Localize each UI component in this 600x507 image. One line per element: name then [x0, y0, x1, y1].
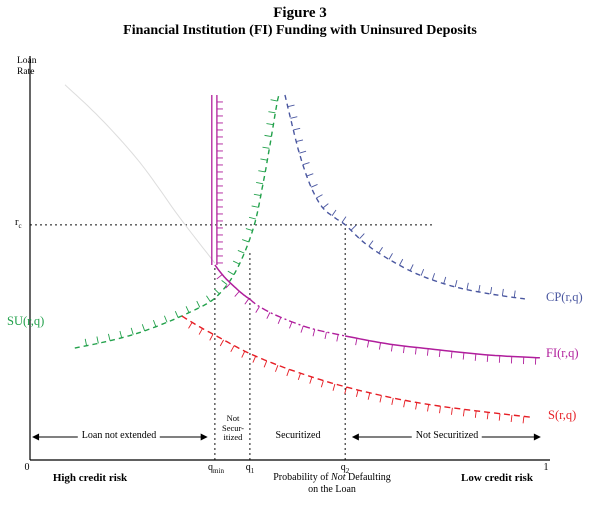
low-credit-risk-label: Low credit risk — [461, 472, 533, 484]
x-axis-caption-line1: Probability of Not Defaulting — [273, 472, 391, 483]
su-curve-label: SU(r,q) — [7, 314, 45, 328]
region-securitized-label: Securitized — [275, 430, 321, 441]
s-curve-label: S(r,q) — [548, 408, 577, 422]
figure-number: Figure 3 — [273, 5, 327, 21]
y-axis-label-line2: Rate — [17, 67, 35, 77]
figure-title: Financial Institution (FI) Funding with … — [123, 23, 477, 38]
high-credit-risk-label: High credit risk — [52, 472, 128, 484]
y-axis-label-line1: Loan — [17, 56, 37, 66]
region-loan-not-extended-label: Loan not extended — [77, 430, 161, 441]
x-axis-caption-line2: on the Loan — [308, 484, 356, 495]
x-tick-0: 0 — [24, 462, 30, 473]
region-not-securitized-small-label: Not Secur- itized — [221, 413, 245, 442]
y-axis-label: Loan Rate — [17, 56, 37, 78]
region-not-securitized-label: Not Securitized — [411, 430, 483, 441]
x-tick-q2: q2 — [340, 462, 350, 475]
x-tick-qmin: qmin — [208, 462, 224, 475]
x-tick-q1: q1 — [245, 462, 255, 475]
cp-curve-label: CP(r,q) — [546, 290, 583, 304]
fi-curve-label: FI(r,q) — [546, 346, 579, 360]
r-tick-label: rc — [15, 217, 22, 231]
x-tick-1: 1 — [543, 462, 549, 473]
